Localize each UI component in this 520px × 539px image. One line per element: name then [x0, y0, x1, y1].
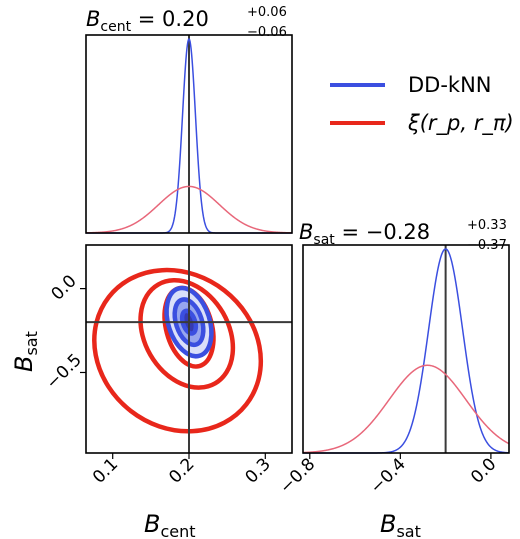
ylabel-bsat-sub: sat: [22, 331, 41, 355]
curve-bsat-xi: [302, 364, 510, 454]
frame-bsat: [302, 244, 510, 454]
ytick-label-joint: −0.5: [42, 350, 85, 393]
xlabel-bcent: Bcent: [144, 510, 196, 539]
title-bsat: Bsat = −0.28: [299, 220, 430, 248]
xtick-label-bsat: −0.8: [276, 454, 319, 497]
contour-xi-3: [92, 267, 264, 434]
ytick-label-joint: 0.0: [47, 271, 80, 304]
xtick-label-joint: 0.3: [242, 454, 275, 487]
contour-xi-2: [138, 277, 236, 390]
xtick-label-joint: 0.2: [165, 454, 198, 487]
legend-label-ddknn: DD-kNN: [408, 73, 492, 97]
title-bsat-prefix: B: [299, 220, 313, 244]
legend: DD-kNN ξ(r_p, r_π): [330, 73, 514, 136]
xlabel-bcent-prefix: B: [144, 510, 160, 538]
title-bcent-prefix: B: [86, 7, 100, 31]
xlabel-bsat-prefix: B: [380, 510, 396, 538]
title-bsat-value: = −0.28: [335, 220, 430, 244]
frame-joint: [85, 244, 293, 454]
title-bcent-sub: cent: [100, 19, 131, 35]
panel-joint: 0.1 0.2 0.3 0.0 −0.5: [42, 244, 293, 488]
title-bcent: Bcent = 0.20: [86, 7, 209, 35]
title-bcent-minus: −0.06: [247, 25, 287, 40]
curve-bsat-ddknn: [303, 248, 510, 454]
xtick-label-bsat: 0.0: [467, 454, 500, 487]
title-bsat-sub: sat: [313, 232, 335, 248]
xlabel-bsat-sub: sat: [396, 522, 420, 539]
panel-marginal-bsat: −0.8 −0.4 0.0: [276, 244, 510, 498]
curve-bcent-xi: [85, 185, 293, 234]
xlabel-bcent-sub: cent: [160, 522, 195, 539]
title-bsat-plus: +0.33: [467, 218, 507, 233]
xlabel-bsat: Bsat: [380, 510, 421, 539]
legend-label-xi: ξ(r_p, r_π): [407, 111, 514, 136]
xtick-label-bsat: −0.4: [367, 454, 410, 497]
title-bcent-plus: +0.06: [247, 5, 287, 20]
ylabel-bsat: Bsat: [10, 331, 41, 372]
ylabel-bsat-prefix: B: [10, 356, 38, 372]
panel-marginal-bcent: [85, 34, 293, 234]
contours: [92, 267, 264, 434]
xtick-label-joint: 0.1: [89, 454, 122, 487]
title-bcent-value: = 0.20: [131, 7, 209, 31]
frame-bcent: [85, 34, 293, 234]
